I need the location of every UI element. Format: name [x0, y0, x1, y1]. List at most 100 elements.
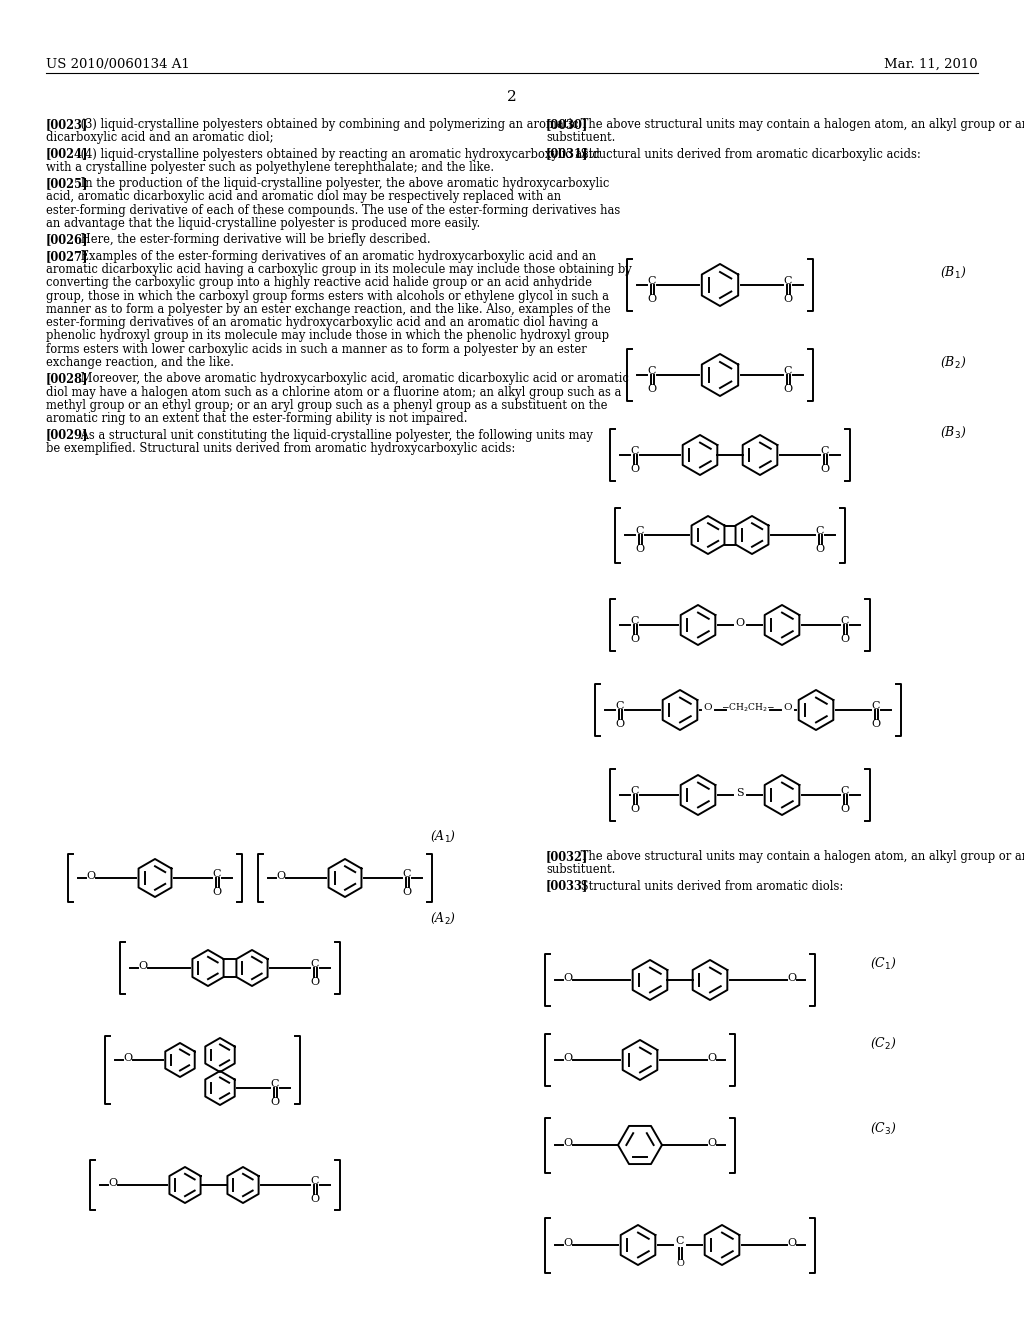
Text: [0028]: [0028]	[46, 372, 88, 385]
Text: with a crystalline polyester such as polyethylene terephthalate; and the like.: with a crystalline polyester such as pol…	[46, 161, 495, 174]
Text: [0033]: [0033]	[546, 879, 589, 892]
Text: O: O	[270, 1097, 280, 1107]
Text: substituent.: substituent.	[546, 863, 615, 876]
Text: (3) liquid-crystalline polyesters obtained by combining and polymerizing an arom: (3) liquid-crystalline polyesters obtain…	[77, 117, 579, 131]
Text: O: O	[276, 871, 286, 880]
Text: O: O	[871, 719, 881, 729]
Text: group, those in which the carboxyl group forms esters with alcohols or ethylene : group, those in which the carboxyl group…	[46, 289, 609, 302]
Text: O: O	[676, 1259, 684, 1269]
Text: dicarboxylic acid and an aromatic diol;: dicarboxylic acid and an aromatic diol;	[46, 131, 273, 144]
Text: manner as to form a polyester by an ester exchange reaction, and the like. Also,: manner as to form a polyester by an este…	[46, 302, 610, 315]
Text: [0031]: [0031]	[546, 148, 589, 161]
Text: phenolic hydroxyl group in its molecule may include those in which the phenolic : phenolic hydroxyl group in its molecule …	[46, 330, 609, 342]
Text: an advantage that the liquid-crystalline polyester is produced more easily.: an advantage that the liquid-crystalline…	[46, 216, 480, 230]
Text: The above structural units may contain a halogen atom, an alkyl group or an aryl: The above structural units may contain a…	[577, 117, 1024, 131]
Text: [0025]: [0025]	[46, 177, 88, 190]
Text: O: O	[631, 465, 640, 474]
Text: C: C	[871, 701, 881, 711]
Text: C: C	[631, 785, 639, 796]
Text: ester-forming derivative of each of these compounds. The use of the ester-formin: ester-forming derivative of each of thes…	[46, 203, 621, 216]
Text: S: S	[736, 788, 743, 799]
Text: O: O	[703, 704, 713, 713]
Text: O: O	[86, 871, 95, 880]
Text: [0027]: [0027]	[46, 249, 88, 263]
Text: US 2010/0060134 A1: US 2010/0060134 A1	[46, 58, 189, 71]
Text: O: O	[310, 1195, 319, 1204]
Text: 2: 2	[507, 90, 517, 104]
Text: [0032]: [0032]	[546, 850, 589, 863]
Text: C: C	[783, 276, 793, 286]
Text: O: O	[815, 544, 824, 554]
Text: [0024]: [0024]	[46, 148, 88, 161]
Text: C: C	[310, 960, 319, 969]
Text: (C$_2$): (C$_2$)	[870, 1035, 897, 1051]
Text: O: O	[783, 704, 793, 713]
Text: C: C	[783, 366, 793, 376]
Text: C: C	[310, 1176, 319, 1185]
Text: O: O	[636, 544, 644, 554]
Text: The above structural units may contain a halogen atom, an alkyl group or an aryl: The above structural units may contain a…	[577, 850, 1024, 863]
Text: O: O	[647, 384, 656, 393]
Text: C: C	[270, 1078, 280, 1089]
Text: O: O	[787, 1238, 797, 1247]
Text: $-$CH$_2$CH$_2$$-$: $-$CH$_2$CH$_2$$-$	[721, 702, 775, 714]
Text: acid, aromatic dicarboxylic acid and aromatic diol may be respectively replaced : acid, aromatic dicarboxylic acid and aro…	[46, 190, 561, 203]
Text: O: O	[647, 294, 656, 304]
Text: Moreover, the above aromatic hydroxycarboxylic acid, aromatic dicarboxylic acid : Moreover, the above aromatic hydroxycarb…	[77, 372, 629, 385]
Text: (A$_1$): (A$_1$)	[430, 829, 457, 843]
Text: be exemplified. Structural units derived from aromatic hydroxycarboxylic acids:: be exemplified. Structural units derived…	[46, 442, 515, 455]
Text: C: C	[402, 869, 412, 879]
Text: As a structural unit constituting the liquid-crystalline polyester, the followin: As a structural unit constituting the li…	[77, 429, 593, 442]
Text: methyl group or an ethyl group; or an aryl group such as a phenyl group as a sub: methyl group or an ethyl group; or an ar…	[46, 399, 607, 412]
Text: O: O	[212, 887, 221, 898]
Text: [0026]: [0026]	[46, 234, 88, 247]
Text: In the production of the liquid-crystalline polyester, the above aromatic hydrox: In the production of the liquid-crystall…	[77, 177, 609, 190]
Text: O: O	[783, 384, 793, 393]
Text: O: O	[841, 804, 850, 814]
Text: O: O	[735, 618, 744, 628]
Text: (A$_2$): (A$_2$)	[430, 911, 457, 925]
Text: C: C	[841, 785, 849, 796]
Text: O: O	[563, 1053, 572, 1063]
Text: C: C	[631, 446, 639, 455]
Text: O: O	[124, 1053, 132, 1063]
Text: substituent.: substituent.	[546, 131, 615, 144]
Text: O: O	[708, 1138, 717, 1148]
Text: C: C	[213, 869, 221, 879]
Text: C: C	[676, 1236, 684, 1246]
Text: C: C	[821, 446, 829, 455]
Text: (B$_1$): (B$_1$)	[940, 264, 967, 280]
Text: (C$_3$): (C$_3$)	[870, 1121, 897, 1135]
Text: O: O	[563, 1238, 572, 1247]
Text: O: O	[783, 294, 793, 304]
Text: forms esters with lower carboxylic acids in such a manner as to form a polyester: forms esters with lower carboxylic acids…	[46, 343, 587, 356]
Text: (B$_3$): (B$_3$)	[940, 425, 967, 440]
Text: (C$_1$): (C$_1$)	[870, 956, 897, 970]
Text: Here, the ester-forming derivative will be briefly described.: Here, the ester-forming derivative will …	[77, 234, 430, 247]
Text: O: O	[563, 1138, 572, 1148]
Text: aromatic ring to an extent that the ester-forming ability is not impaired.: aromatic ring to an extent that the este…	[46, 412, 468, 425]
Text: O: O	[402, 887, 412, 898]
Text: O: O	[708, 1053, 717, 1063]
Text: O: O	[820, 465, 829, 474]
Text: C: C	[648, 366, 656, 376]
Text: C: C	[615, 701, 625, 711]
Text: Structural units derived from aromatic dicarboxylic acids:: Structural units derived from aromatic d…	[577, 148, 921, 161]
Text: O: O	[138, 961, 147, 972]
Text: ester-forming derivatives of an aromatic hydroxycarboxylic acid and an aromatic : ester-forming derivatives of an aromatic…	[46, 317, 598, 329]
Text: aromatic dicarboxylic acid having a carboxylic group in its molecule may include: aromatic dicarboxylic acid having a carb…	[46, 263, 632, 276]
Text: (4) liquid-crystalline polyesters obtained by reacting an aromatic hydroxycarbox: (4) liquid-crystalline polyesters obtain…	[77, 148, 600, 161]
Text: C: C	[816, 525, 824, 536]
Text: O: O	[563, 973, 572, 983]
Text: C: C	[636, 525, 644, 536]
Text: C: C	[841, 616, 849, 626]
Text: C: C	[631, 616, 639, 626]
Text: O: O	[109, 1177, 118, 1188]
Text: O: O	[631, 804, 640, 814]
Text: diol may have a halogen atom such as a chlorine atom or a fluorine atom; an alky: diol may have a halogen atom such as a c…	[46, 385, 622, 399]
Text: O: O	[631, 634, 640, 644]
Text: C: C	[648, 276, 656, 286]
Text: O: O	[841, 634, 850, 644]
Text: converting the carboxylic group into a highly reactive acid halide group or an a: converting the carboxylic group into a h…	[46, 276, 592, 289]
Text: (B$_2$): (B$_2$)	[940, 354, 967, 370]
